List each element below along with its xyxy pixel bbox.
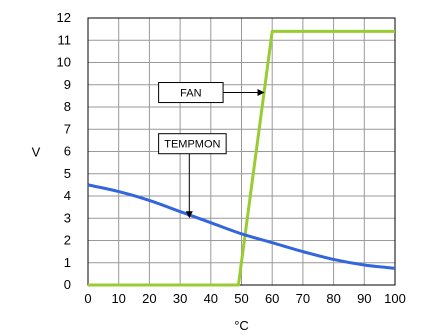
- series-line-fan: [88, 29, 395, 287]
- x-tick-label: 20: [142, 291, 156, 306]
- x-tick-label: 80: [326, 291, 340, 306]
- y-tick-label: 8: [64, 99, 71, 114]
- y-tick-label: 1: [64, 255, 71, 270]
- plot-frame: [87, 17, 396, 286]
- x-tick-label: 90: [357, 291, 371, 306]
- callout-box-tempmon: [158, 133, 227, 155]
- callout-label-fan: FAN: [180, 88, 201, 100]
- y-tick-label: 5: [64, 166, 71, 181]
- x-tick-label: 50: [234, 291, 248, 306]
- y-tick-label: 4: [64, 188, 71, 203]
- y-tick-label: 3: [64, 210, 71, 225]
- x-tick-label: 60: [265, 291, 279, 306]
- callout-label-tempmon: TEMPMON: [164, 139, 220, 151]
- y-tick-label: 9: [64, 77, 71, 92]
- callout-arrowhead-tempmon: [185, 211, 193, 219]
- y-tick-label: 0: [64, 277, 71, 292]
- y-tick-label: 12: [57, 10, 71, 25]
- y-tick-label: 2: [64, 233, 71, 248]
- x-tick-label: 70: [296, 291, 310, 306]
- x-tick-label: 0: [84, 291, 91, 306]
- callouts: FAN TEMPMON: [158, 82, 265, 219]
- y-axis-label: V: [32, 145, 41, 160]
- y-tick-label: 10: [57, 55, 71, 70]
- callout-arrowhead-fan: [257, 89, 265, 97]
- y-tick-label: 7: [64, 121, 71, 136]
- series-lines: [87, 29, 396, 287]
- grid: [87, 17, 396, 286]
- x-tick-label: 30: [173, 291, 187, 306]
- x-tick-label: 10: [111, 291, 125, 306]
- y-tick-label: 11: [58, 32, 72, 47]
- x-tick-label: 40: [204, 291, 218, 306]
- x-tick-labels: 0 10 20 30 40 50 60 70 80 90 100: [84, 291, 405, 306]
- y-tick-label: 6: [64, 144, 71, 159]
- x-tick-label: 100: [384, 291, 406, 306]
- x-axis-label: °C: [234, 318, 249, 333]
- series-line-tempmon: [87, 183, 396, 270]
